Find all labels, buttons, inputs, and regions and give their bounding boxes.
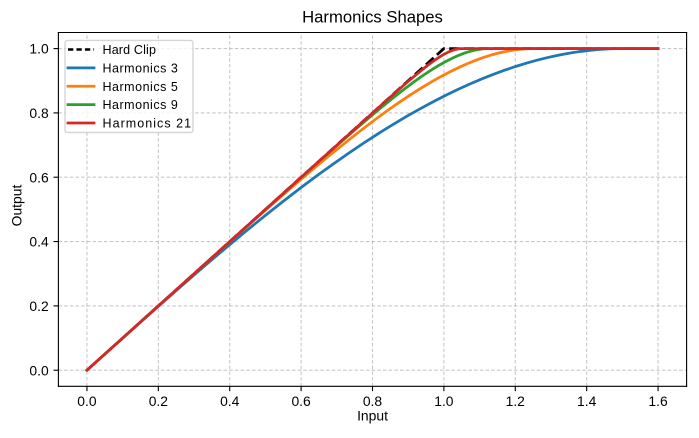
svg-text:Output: Output (9, 185, 25, 227)
svg-text:0.6: 0.6 (291, 393, 311, 409)
svg-text:1.2: 1.2 (506, 393, 526, 409)
svg-text:1.0: 1.0 (434, 393, 454, 409)
svg-text:1.0: 1.0 (29, 41, 49, 57)
svg-text:Harmonics 9: Harmonics 9 (103, 98, 178, 112)
svg-text:0.8: 0.8 (29, 105, 49, 121)
svg-text:0.0: 0.0 (77, 393, 97, 409)
svg-text:0.2: 0.2 (29, 298, 49, 314)
svg-text:0.8: 0.8 (363, 393, 383, 409)
svg-text:Harmonics 21: Harmonics 21 (103, 117, 192, 131)
svg-text:1.4: 1.4 (577, 393, 597, 409)
svg-text:0.0: 0.0 (29, 362, 49, 378)
svg-text:Harmonics 5: Harmonics 5 (103, 80, 178, 94)
svg-text:Hard Clip: Hard Clip (103, 43, 156, 57)
svg-text:0.4: 0.4 (220, 393, 240, 409)
svg-text:1.6: 1.6 (648, 393, 668, 409)
svg-text:0.4: 0.4 (29, 234, 49, 250)
svg-text:Harmonics Shapes: Harmonics Shapes (302, 7, 443, 26)
svg-text:Input: Input (357, 408, 388, 424)
svg-text:0.2: 0.2 (149, 393, 169, 409)
svg-text:Harmonics 3: Harmonics 3 (103, 61, 178, 75)
svg-text:0.6: 0.6 (29, 169, 49, 185)
